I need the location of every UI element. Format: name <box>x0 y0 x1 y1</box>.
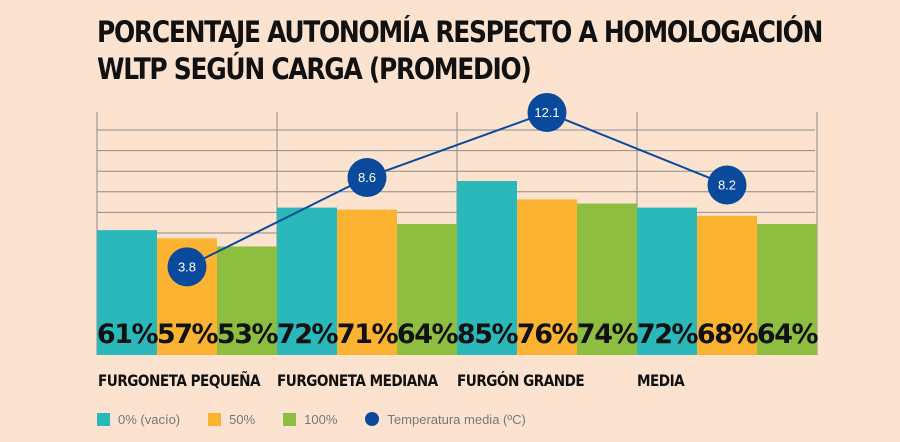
bar-value-label: 64% <box>757 319 819 350</box>
bar-value-label: 68% <box>697 319 759 350</box>
bar-value-label: 64% <box>397 319 459 350</box>
bar-value-label: 53% <box>217 319 279 350</box>
bar-1-2 <box>517 199 577 355</box>
bar-value-label: 57% <box>157 319 219 350</box>
legend-item-full: 100% <box>283 412 337 427</box>
bar-value-label: 61% <box>97 319 159 350</box>
chart-title-line-2: WLTP SEGÚN CARGA (PROMEDIO) <box>97 52 532 86</box>
category-label-furgoneta-pequena: FURGONETA PEQUEÑA <box>98 371 261 390</box>
bar-2-3 <box>757 223 817 355</box>
bar-value-label: 71% <box>337 319 399 350</box>
legend-swatch-full <box>283 412 297 426</box>
legend-swatch-temperature <box>365 412 380 426</box>
temperature-line <box>186 111 728 268</box>
chart-title-line-1: PORCENTAJE AUTONOMÍA RESPECTO A HOMOLOGA… <box>97 15 823 49</box>
temperature-value-label: 12.1 <box>534 105 559 120</box>
chart-title: PORCENTAJE AUTONOMÍA RESPECTO A HOMOLOGA… <box>97 14 823 88</box>
category-label-furgon-grande: FURGÓN GRANDE <box>457 371 585 390</box>
category-label-furgoneta-mediana: FURGONETA MEDIANA <box>277 371 438 390</box>
temperature-value-label: 3.8 <box>178 259 196 274</box>
legend-item-temperature: Temperatura media (ºC) <box>365 411 526 427</box>
temperature-value-label: 8.2 <box>718 177 736 192</box>
bar-0-2 <box>457 181 517 355</box>
legend-item-half: 50% <box>208 412 255 427</box>
bar-value-label: 72% <box>637 319 699 350</box>
bar-2-1 <box>397 223 457 355</box>
legend-label-temperature: Temperatura media (ºC) <box>387 411 526 427</box>
bar-2-2 <box>577 203 637 355</box>
legend: 0% (vacío) 50% 100% Temperatura media (º… <box>97 410 554 428</box>
legend-swatch-empty <box>97 412 110 426</box>
bar-0-1 <box>277 207 337 355</box>
bar-0-3 <box>637 207 697 355</box>
bar-value-label: 72% <box>277 319 339 350</box>
legend-item-empty: 0% (vacío) <box>97 412 180 427</box>
temperature-marker <box>527 92 567 132</box>
bar-0-0 <box>97 230 157 355</box>
temperature-marker <box>167 247 207 287</box>
legend-label-full: 100% <box>304 411 338 427</box>
legend-swatch-half <box>208 412 222 426</box>
temperature-value-label: 8.6 <box>358 170 376 185</box>
bar-1-1 <box>337 209 397 355</box>
category-label-media: MEDIA <box>637 371 685 390</box>
legend-label-half: 50% <box>229 411 256 427</box>
bar-1-3 <box>697 215 757 355</box>
bar-value-label: 74% <box>577 319 639 350</box>
legend-label-empty: 0% (vacío) <box>118 411 181 427</box>
bar-value-label: 85% <box>457 319 519 350</box>
temperature-marker <box>347 158 387 198</box>
bar-2-0 <box>217 246 277 355</box>
bar-value-label: 76% <box>517 319 579 350</box>
temperature-marker <box>707 165 747 205</box>
